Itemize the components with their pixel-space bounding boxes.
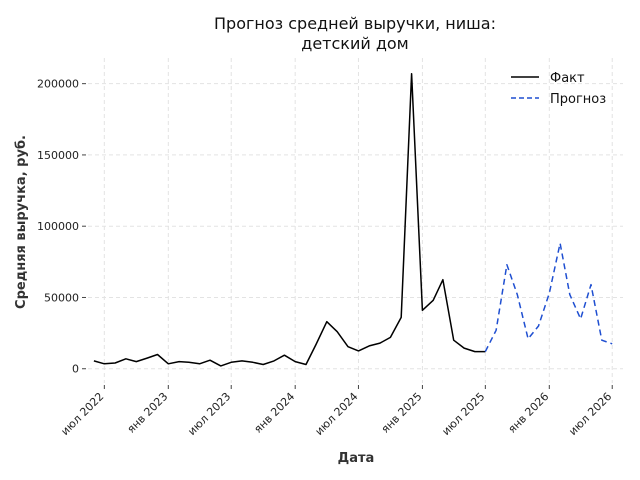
chart-title-line-2: детский дом [301, 34, 409, 53]
fact-point [378, 341, 382, 345]
legend-label-forecast: Прогноз [550, 92, 606, 107]
forecast-point [505, 262, 509, 266]
fact-point [113, 361, 117, 365]
fact-point [124, 357, 128, 361]
fact-point [166, 362, 170, 366]
x-tick-label: июл 2026 [566, 390, 614, 438]
fact-point [272, 359, 276, 363]
fact-point [409, 71, 413, 75]
fact-point [134, 359, 138, 363]
y-tick-label: 100000 [37, 220, 79, 233]
fact-point [462, 346, 466, 350]
forecast-point [483, 349, 487, 353]
fact-point [346, 344, 350, 348]
fact-point [399, 315, 403, 319]
y-tick-label: 200000 [37, 78, 79, 91]
fact-point [92, 359, 96, 363]
fact-point [177, 359, 181, 363]
fact-point [102, 362, 106, 366]
x-tick-label: июл 2023 [185, 390, 233, 438]
fact-point [452, 338, 456, 342]
fact-point [155, 352, 159, 356]
y-tick-label: 0 [72, 363, 79, 376]
forecast-point [568, 292, 572, 296]
x-axis-ticks: июл 2022 янв 2023 июл 2023 янв 2024 июл 2024… [58, 385, 614, 438]
y-tick-label: 150000 [37, 149, 79, 162]
y-axis-ticks: 0 50000 100000 150000 200000 [37, 78, 86, 376]
series-line-fact [93, 72, 486, 367]
x-tick-label: янв 2023 [125, 390, 171, 436]
fact-point [208, 358, 212, 362]
x-tick-label: июл 2024 [313, 390, 361, 438]
fact-point [367, 344, 371, 348]
forecast-point [558, 241, 562, 245]
fact-point [145, 356, 149, 360]
fact-point [473, 349, 477, 353]
series-line-forecast [484, 242, 613, 352]
fact-point [282, 353, 286, 357]
fact-point [335, 329, 339, 333]
fact-point [187, 360, 191, 364]
fact-point [240, 359, 244, 363]
y-tick-label: 50000 [44, 291, 79, 304]
fact-point [251, 360, 255, 364]
forecast-point [494, 328, 498, 332]
fact-point [431, 298, 435, 302]
chart-title-line-1: Прогноз средней выручки, ниша: [214, 14, 496, 33]
series-layer [92, 71, 614, 368]
x-tick-label: июл 2025 [439, 390, 487, 438]
legend: Факт Прогноз [511, 71, 606, 107]
fact-point [197, 362, 201, 366]
x-tick-label: янв 2024 [251, 390, 297, 436]
fact-point [293, 359, 297, 363]
forecast-point [515, 292, 519, 296]
fact-point [304, 362, 308, 366]
forecast-point [578, 317, 582, 321]
fact-point [229, 360, 233, 364]
fact-point [219, 364, 223, 368]
forecast-point [547, 291, 551, 295]
fact-point [325, 320, 329, 324]
fact-point [261, 362, 265, 366]
y-axis-label: Средняя выручка, руб. [14, 135, 29, 309]
fact-point [314, 342, 318, 346]
fact-point [441, 277, 445, 281]
forecast-point [526, 337, 530, 341]
forecast-point [536, 324, 540, 328]
x-axis-label: Дата [338, 451, 375, 466]
grid [88, 58, 623, 383]
x-tick-label: июл 2022 [58, 390, 106, 438]
forecast-point [600, 338, 604, 342]
fact-point [356, 349, 360, 353]
x-tick-label: янв 2026 [506, 390, 552, 436]
x-tick-label: янв 2025 [379, 390, 425, 436]
fact-point [420, 308, 424, 312]
legend-label-fact: Факт [550, 71, 585, 86]
forecast-point [589, 282, 593, 286]
fact-point [388, 335, 392, 339]
forecast-point [610, 342, 614, 346]
